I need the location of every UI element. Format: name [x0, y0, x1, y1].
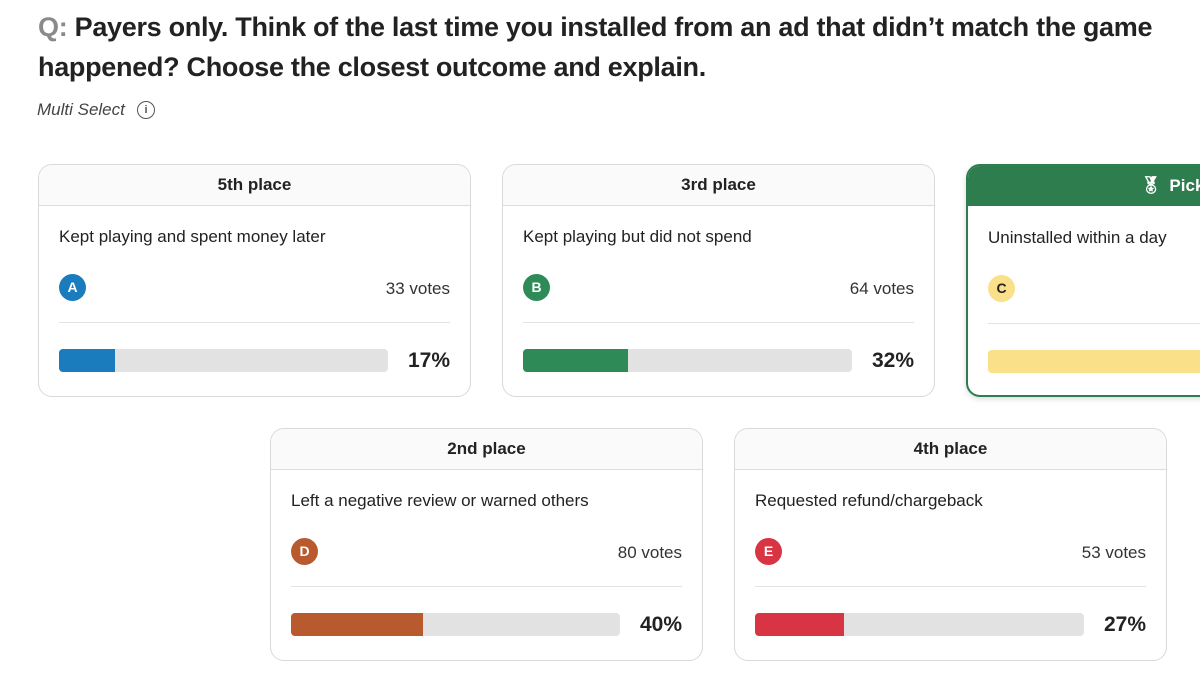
percent-bar — [523, 349, 629, 372]
option-letter: B — [523, 274, 550, 301]
vote-count: 80 votes — [617, 543, 682, 562]
option-card: 🏅︎PickFu Uninstalled within a day C — [966, 164, 1200, 397]
place-label: 2nd place — [271, 429, 702, 470]
percent-bar — [755, 613, 844, 636]
bar-track — [988, 350, 1200, 373]
divider — [988, 323, 1200, 324]
answer-text: Kept playing and spent money later — [59, 227, 326, 246]
answer-text: Uninstalled within a day — [988, 228, 1167, 247]
place-label: 🏅︎PickFu — [968, 166, 1200, 206]
option-card: 4th place Requested refund/chargeback E 53 … — [734, 428, 1167, 661]
percent-label: 32% — [871, 349, 914, 372]
option-letter: D — [291, 538, 318, 565]
answer-text: Kept playing but did not spend — [523, 227, 752, 246]
percent-bar — [291, 613, 423, 636]
vote-count: 53 votes — [1081, 543, 1146, 562]
vote-count: 33 votes — [385, 279, 450, 298]
percent-label: 40% — [639, 613, 682, 636]
place-label: 5th place — [39, 165, 470, 206]
answer-text: Requested refund/chargeback — [755, 491, 983, 510]
question-text: Payers only. Think of the last time you … — [74, 12, 1153, 42]
percent-label: 17% — [407, 349, 450, 372]
vote-count: 64 votes — [849, 279, 914, 298]
option-card: 5th place Kept playing and spent money la… — [38, 164, 471, 397]
bar-track — [59, 349, 388, 372]
medal-icon: 🏅︎ — [1139, 176, 1162, 195]
answer-text: Left a negative review or warned others — [291, 491, 589, 510]
option-letter: E — [755, 538, 782, 565]
bar-track — [291, 613, 620, 636]
question-prefix: Q: — [38, 12, 68, 42]
bar-track — [755, 613, 1084, 636]
bar-track — [523, 349, 852, 372]
place-label: 3rd place — [503, 165, 934, 206]
option-card: 3rd place Kept playing but did not spend B… — [502, 164, 935, 397]
option-letter: C — [988, 275, 1015, 302]
divider — [291, 586, 682, 587]
divider — [59, 322, 450, 323]
divider — [755, 586, 1146, 587]
info-icon[interactable]: i — [137, 101, 155, 119]
select-type: Multi Select — [37, 100, 125, 119]
option-card: 2nd place Left a negative review or warne… — [270, 428, 703, 661]
percent-bar — [59, 349, 115, 372]
percent-label: 27% — [1103, 613, 1146, 636]
place-label: 4th place — [735, 429, 1166, 470]
question-line-2: happened? Choose the closest outcome and… — [38, 52, 706, 82]
option-letter: A — [59, 274, 86, 301]
divider — [523, 322, 914, 323]
question-line: Q: Payers only. Think of the last time y… — [38, 12, 1153, 43]
